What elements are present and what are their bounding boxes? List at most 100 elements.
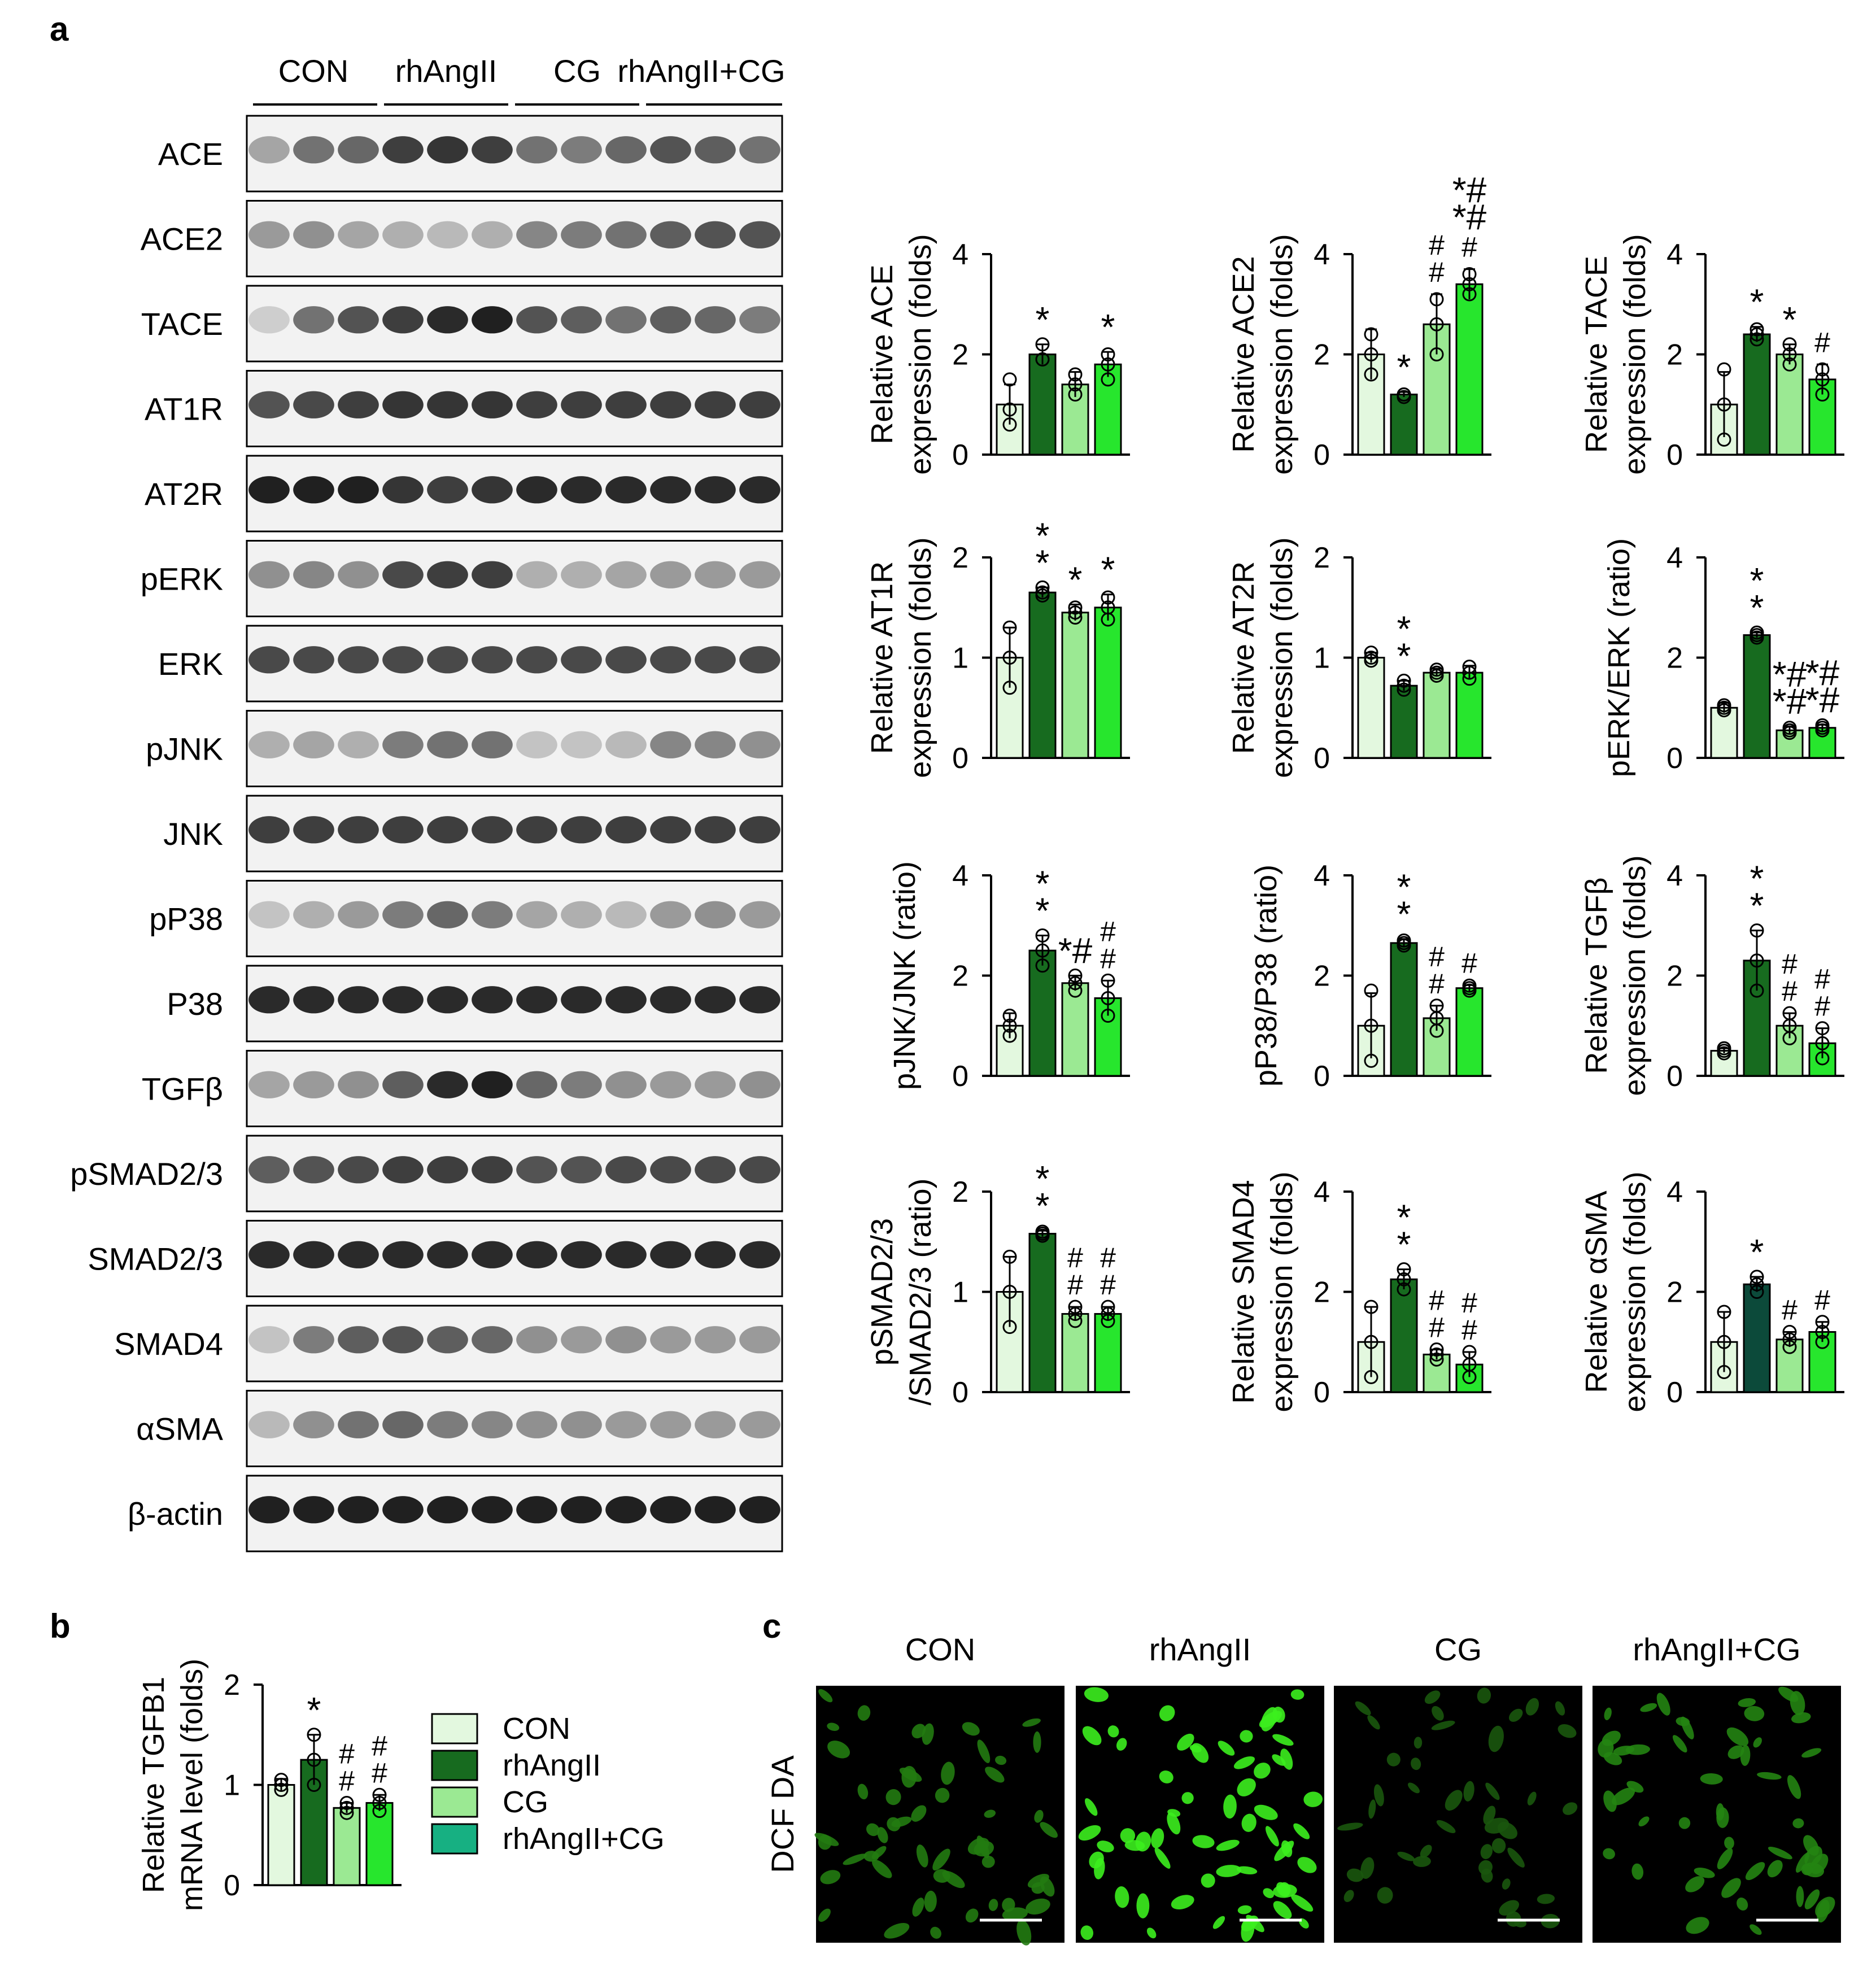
- cell: [1778, 1686, 1799, 1702]
- y-tick-label: 0: [1314, 1060, 1330, 1093]
- data-point: [1397, 682, 1411, 697]
- y-tick-label: 0: [952, 742, 968, 775]
- cell: [1078, 1825, 1101, 1841]
- blot-band: [650, 731, 691, 758]
- cell: [1084, 1798, 1098, 1816]
- legend-label: CON: [503, 1712, 570, 1746]
- blot-band: [427, 816, 468, 844]
- cell: [1796, 1852, 1810, 1873]
- blot-band: [695, 561, 736, 588]
- cell: [818, 1908, 831, 1922]
- data-point: [1750, 628, 1764, 643]
- cell: [1033, 1731, 1041, 1753]
- blot-band: [472, 476, 513, 504]
- blot-band: [516, 476, 557, 504]
- cell: [1154, 1847, 1171, 1869]
- blot-band: [695, 646, 736, 674]
- blot-band: [338, 136, 379, 164]
- blot-band: [427, 306, 468, 334]
- cell: [1407, 1782, 1420, 1794]
- legend-label: rhAngII: [503, 1748, 601, 1782]
- data-point: [1068, 387, 1083, 402]
- blot-band: [739, 1071, 780, 1098]
- blot-row-label: AT2R: [145, 476, 223, 512]
- blot-band: [695, 986, 736, 1014]
- cell: [941, 1761, 955, 1785]
- data-point: [1815, 1334, 1830, 1349]
- blot-row-label: pP38: [149, 901, 223, 937]
- data-point: [1035, 352, 1050, 367]
- blot-band: [248, 1241, 290, 1268]
- significance-mark: #: [1429, 256, 1445, 288]
- blot-row-label: SMAD4: [114, 1326, 223, 1362]
- data-point: [274, 1782, 289, 1797]
- data-point: [1002, 1285, 1017, 1299]
- data-point: [1035, 928, 1050, 943]
- blot-band: [427, 1411, 468, 1438]
- bar: [1061, 612, 1089, 759]
- blot-band: [427, 476, 468, 504]
- data-point: [1429, 1347, 1444, 1362]
- data-point: [1101, 973, 1115, 988]
- data-point: [1068, 377, 1083, 392]
- cell: [1738, 1698, 1756, 1707]
- y-tick-label: 2: [1314, 960, 1330, 993]
- blot-band: [382, 306, 424, 334]
- significance-mark: *: [1783, 299, 1797, 340]
- blot-band: [472, 1496, 513, 1524]
- blot-strip: [246, 455, 783, 533]
- data-point: [339, 1800, 354, 1815]
- data-point: [1364, 347, 1378, 361]
- data-point: [1364, 327, 1378, 342]
- fluorescence-images: DCF DA CON rhAngII CG rhAngII+CG: [765, 1632, 1841, 1946]
- blot-strip: [246, 370, 783, 447]
- legend-swatch: [431, 1713, 478, 1744]
- cell: [827, 1741, 850, 1759]
- y-axis-label: expression (folds): [904, 234, 937, 474]
- blot-band: [695, 1496, 736, 1524]
- cell: [1107, 1725, 1119, 1738]
- significance-mark: #: [1429, 1285, 1445, 1316]
- data-point: [1068, 600, 1083, 615]
- blot-band: [427, 136, 468, 164]
- cell: [1360, 1857, 1375, 1879]
- significance-mark: *: [1101, 307, 1115, 347]
- data-point: [339, 1805, 354, 1820]
- blot-band: [427, 646, 468, 674]
- data-point: [1035, 943, 1050, 958]
- y-tick-label: 4: [1314, 238, 1330, 271]
- blot-band: [605, 306, 647, 334]
- significance-mark: *: [1750, 587, 1764, 628]
- y-tick-label: 2: [1666, 339, 1683, 372]
- data-point: [1782, 357, 1797, 372]
- blot-band: [695, 1241, 736, 1268]
- cell: [1485, 1782, 1500, 1800]
- blot-band: [650, 306, 691, 334]
- data-point: [1068, 367, 1083, 382]
- cell: [1445, 1790, 1463, 1811]
- data-point: [1815, 1036, 1830, 1050]
- blot-band: [739, 136, 780, 164]
- y-axis-label: expression (folds): [1618, 1171, 1652, 1412]
- significance-mark: #: [1429, 229, 1445, 261]
- blot-band: [739, 391, 780, 418]
- data-point: [1750, 332, 1764, 347]
- blot-band: [382, 1241, 424, 1268]
- data-point: [1364, 1018, 1378, 1033]
- blot-band: [472, 136, 513, 164]
- blot-band: [650, 986, 691, 1014]
- blot-band: [650, 816, 691, 844]
- cell: [901, 1765, 917, 1788]
- cell: [1432, 1706, 1444, 1721]
- cell: [1279, 1882, 1291, 1897]
- y-axis-label: pERK/ERK (ratio): [1602, 538, 1636, 777]
- blot-band: [248, 561, 290, 588]
- column-label: CON: [905, 1632, 975, 1667]
- significance-mark: #: [1429, 968, 1445, 1000]
- cell: [827, 1722, 840, 1732]
- data-point: [1815, 387, 1830, 402]
- cell: [995, 1755, 1007, 1765]
- cell: [1625, 1744, 1650, 1755]
